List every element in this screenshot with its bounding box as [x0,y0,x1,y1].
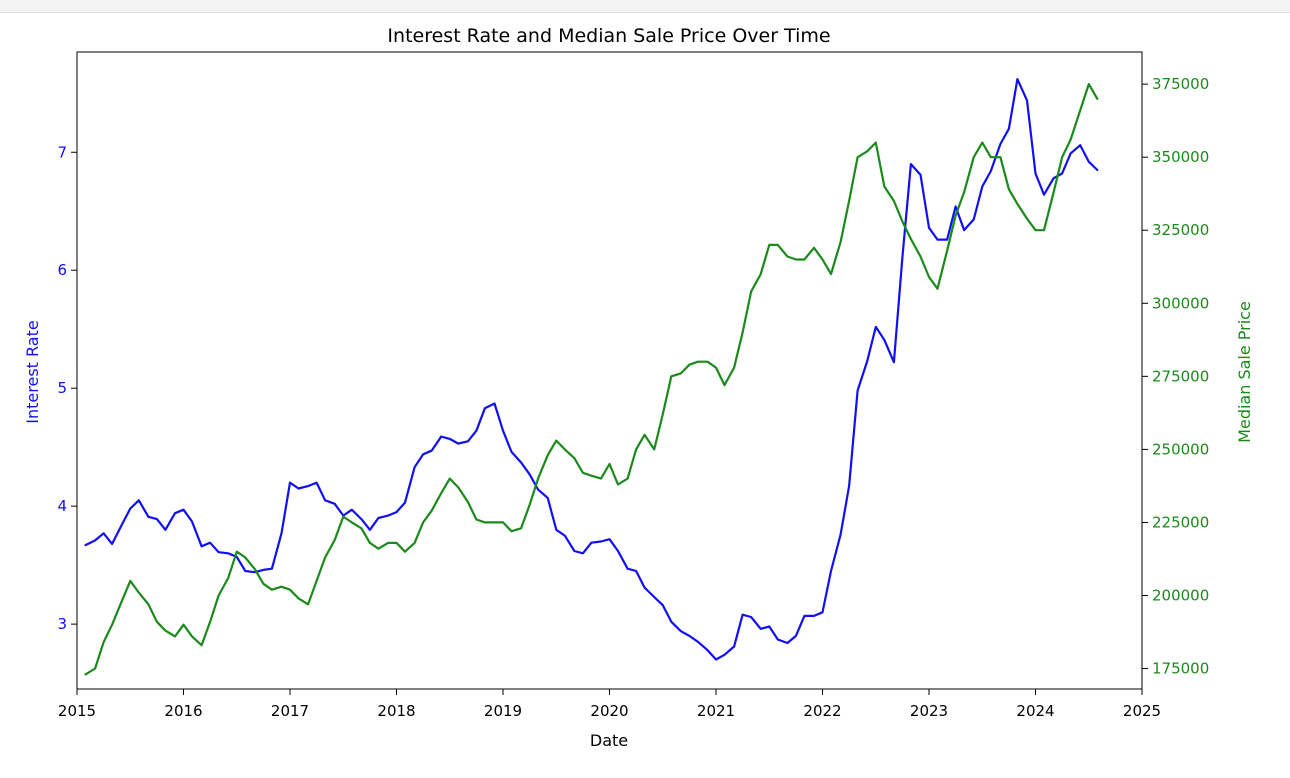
y-left-tick-label: 3 [57,615,67,633]
y-left-axis: 3 4 5 6 7 [57,143,77,633]
x-tick-label: 2018 [377,702,415,720]
y-right-axis-label: Median Sale Price [1235,301,1254,443]
y-right-tick-label: 300000 [1152,294,1209,312]
notebook-top-bar [0,0,1290,13]
x-tick-label: 2019 [484,702,522,720]
x-tick-label: 2020 [590,702,628,720]
interest-rate-line [84,77,1099,661]
y-left-tick-label: 6 [57,261,67,279]
plot-lines [84,77,1099,676]
x-axis-label: Date [590,731,628,750]
y-left-tick-label: 7 [57,143,67,161]
y-right-tick-label: 200000 [1152,586,1209,604]
y-left-tick-label: 5 [57,379,67,397]
x-tick-label: 2022 [803,702,841,720]
x-axis: 2015 2016 2017 2018 2019 2020 2021 2022 2023 2024… [58,689,1161,720]
y-right-tick-label: 225000 [1152,513,1209,531]
y-right-tick-label: 375000 [1152,75,1209,93]
x-tick-label: 2016 [164,702,202,720]
plot-frame [76,51,1143,690]
y-right-tick-label: 275000 [1152,367,1209,385]
y-left-tick-label: 4 [57,497,67,515]
median-sale-price-line [84,82,1099,676]
x-tick-label: 2017 [271,702,309,720]
y-right-tick-label: 175000 [1152,660,1209,678]
y-right-axis: 175000 200000 225000 250000 275000 300000 3250… [1142,75,1209,678]
x-tick-label: 2021 [697,702,735,720]
y-left-axis-label: Interest Rate [23,320,42,423]
y-right-tick-label: 350000 [1152,148,1209,166]
x-tick-label: 2024 [1016,702,1054,720]
chart-title: Interest Rate and Median Sale Price Over… [387,25,830,47]
y-right-tick-label: 250000 [1152,440,1209,458]
y-right-tick-label: 325000 [1152,221,1209,239]
x-tick-label: 2015 [58,702,96,720]
x-tick-label: 2023 [910,702,948,720]
x-tick-label: 2025 [1123,702,1161,720]
